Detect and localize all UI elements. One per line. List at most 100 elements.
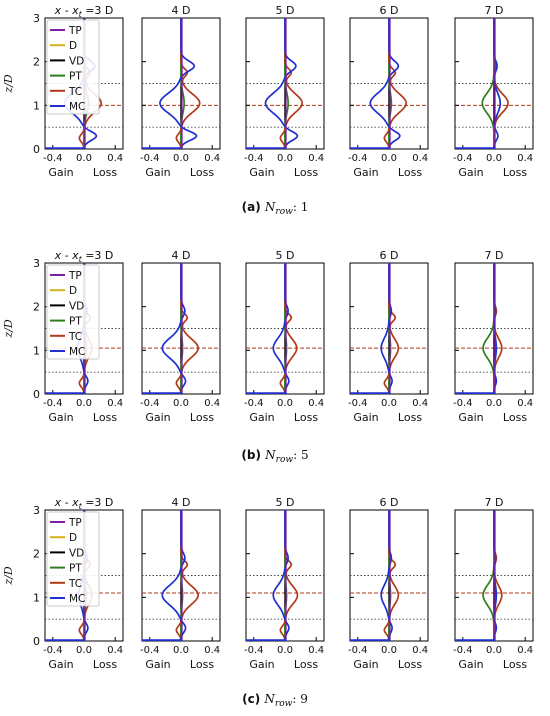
panel-caption: (b) Nrow: 5 xyxy=(241,448,308,465)
column-title: 4 D xyxy=(172,496,191,509)
gain-label: Gain xyxy=(48,658,73,671)
y-tick-label: 3 xyxy=(33,12,40,25)
loss-label: Loss xyxy=(93,166,117,179)
y-tick-label: 3 xyxy=(33,257,40,270)
y-tick-label: 2 xyxy=(33,301,40,314)
gain-label: Gain xyxy=(145,411,170,424)
loss-label: Loss xyxy=(190,166,214,179)
x-tick-label: 0.0 xyxy=(486,398,502,409)
x-tick-label: 0.4 xyxy=(107,645,123,656)
x-tick-label: 0.0 xyxy=(76,153,92,164)
panel-r2-c2: -0.4 0.0 0.4 Gain Loss 5 D xyxy=(244,496,325,671)
column-title: 6 D xyxy=(380,249,399,262)
gain-label: Gain xyxy=(48,166,73,179)
x-tick-label: 0.0 xyxy=(76,645,92,656)
panel-r0-c2: -0.4 0.0 0.4 Gain Loss 5 D xyxy=(244,4,325,179)
column-title: 6 D xyxy=(380,4,399,17)
x-tick-label: 0.0 xyxy=(76,398,92,409)
x-tick-label: 0.4 xyxy=(308,153,324,164)
column-title: 7 D xyxy=(485,496,504,509)
y-tick-label: 0 xyxy=(33,388,40,401)
panel-r1-c3: -0.4 0.0 0.4 Gain Loss 6 D xyxy=(348,249,429,424)
legend-label: D xyxy=(69,532,77,544)
x-tick-label: 0.0 xyxy=(277,645,293,656)
y-axis-label: z/D xyxy=(2,319,15,339)
legend-label: PT xyxy=(69,316,82,328)
series-pt xyxy=(482,510,495,641)
loss-label: Loss xyxy=(93,411,117,424)
series-pt xyxy=(482,263,495,394)
x-tick-label: -0.4 xyxy=(244,153,264,164)
x-tick-label: 0.4 xyxy=(412,398,428,409)
column-title: 7 D xyxy=(485,249,504,262)
legend-label: D xyxy=(69,40,77,52)
column-title: 4 D xyxy=(172,4,191,17)
x-tick-label: 0.4 xyxy=(517,645,533,656)
x-tick-label: 0.4 xyxy=(107,398,123,409)
x-tick-label: -0.4 xyxy=(244,398,264,409)
series-mc xyxy=(272,263,290,395)
x-tick-label: 0.0 xyxy=(381,398,397,409)
y-tick-label: 1 xyxy=(33,99,40,112)
legend-label: D xyxy=(69,285,77,297)
column-title: 7 D xyxy=(485,4,504,17)
loss-label: Loss xyxy=(93,658,117,671)
loss-label: Loss xyxy=(294,658,318,671)
x-tick-label: -0.4 xyxy=(140,153,160,164)
gain-label: Gain xyxy=(145,166,170,179)
x-tick-label: -0.4 xyxy=(43,645,63,656)
x-tick-label: 0.4 xyxy=(107,153,123,164)
y-tick-label: 2 xyxy=(33,548,40,561)
y-tick-label: 1 xyxy=(33,344,40,357)
legend-label: TP xyxy=(68,270,82,282)
x-tick-label: 0.4 xyxy=(308,645,324,656)
legend: TP D VD PT TC MC xyxy=(46,264,100,360)
gain-label: Gain xyxy=(353,166,378,179)
loss-label: Loss xyxy=(294,166,318,179)
x-tick-label: -0.4 xyxy=(348,153,368,164)
legend-label: TC xyxy=(68,578,82,590)
x-tick-label: 0.4 xyxy=(204,645,220,656)
loss-label: Loss xyxy=(503,658,527,671)
gain-label: Gain xyxy=(353,658,378,671)
loss-label: Loss xyxy=(398,411,422,424)
x-tick-label: 0.4 xyxy=(204,153,220,164)
y-tick-label: 1 xyxy=(33,591,40,604)
panel-r1-c4: -0.4 0.0 0.4 Gain Loss 7 D xyxy=(453,249,534,424)
panel-r0-c4: -0.4 0.0 0.4 Gain Loss 7 D xyxy=(453,4,534,179)
column-title: x - xt =3 D xyxy=(54,249,114,264)
y-tick-label: 3 xyxy=(33,504,40,517)
series-mc xyxy=(161,510,187,642)
x-tick-label: -0.4 xyxy=(140,398,160,409)
x-tick-label: 0.0 xyxy=(173,398,189,409)
gain-label: Gain xyxy=(458,411,483,424)
loss-label: Loss xyxy=(503,166,527,179)
loss-label: Loss xyxy=(503,411,527,424)
legend-label: VD xyxy=(69,55,84,67)
x-tick-label: 0.4 xyxy=(308,398,324,409)
x-tick-label: -0.4 xyxy=(348,398,368,409)
x-tick-label: 0.4 xyxy=(517,153,533,164)
x-tick-label: -0.4 xyxy=(244,645,264,656)
series-mc xyxy=(380,263,393,395)
x-tick-label: 0.4 xyxy=(517,398,533,409)
legend-label: VD xyxy=(69,547,84,559)
x-tick-label: -0.4 xyxy=(348,645,368,656)
legend-label: MC xyxy=(69,593,85,605)
x-tick-label: 0.0 xyxy=(277,153,293,164)
loss-label: Loss xyxy=(190,658,214,671)
x-tick-label: -0.4 xyxy=(43,153,63,164)
loss-label: Loss xyxy=(398,166,422,179)
loss-label: Loss xyxy=(190,411,214,424)
loss-label: Loss xyxy=(294,411,318,424)
gain-label: Gain xyxy=(249,166,274,179)
panel-r2-c0: -0.4 0.0 0.4 0 1 2 3 Gain Loss x - xt =3 D TP D VD PT… xyxy=(33,496,124,671)
x-tick-label: 0.0 xyxy=(486,153,502,164)
column-title: 5 D xyxy=(276,496,295,509)
gain-label: Gain xyxy=(145,658,170,671)
panel-r2-c1: -0.4 0.0 0.4 Gain Loss 4 D xyxy=(140,496,221,671)
x-tick-label: -0.4 xyxy=(453,398,473,409)
gain-label: Gain xyxy=(249,658,274,671)
panel-r1-c1: -0.4 0.0 0.4 Gain Loss 4 D xyxy=(140,249,221,424)
